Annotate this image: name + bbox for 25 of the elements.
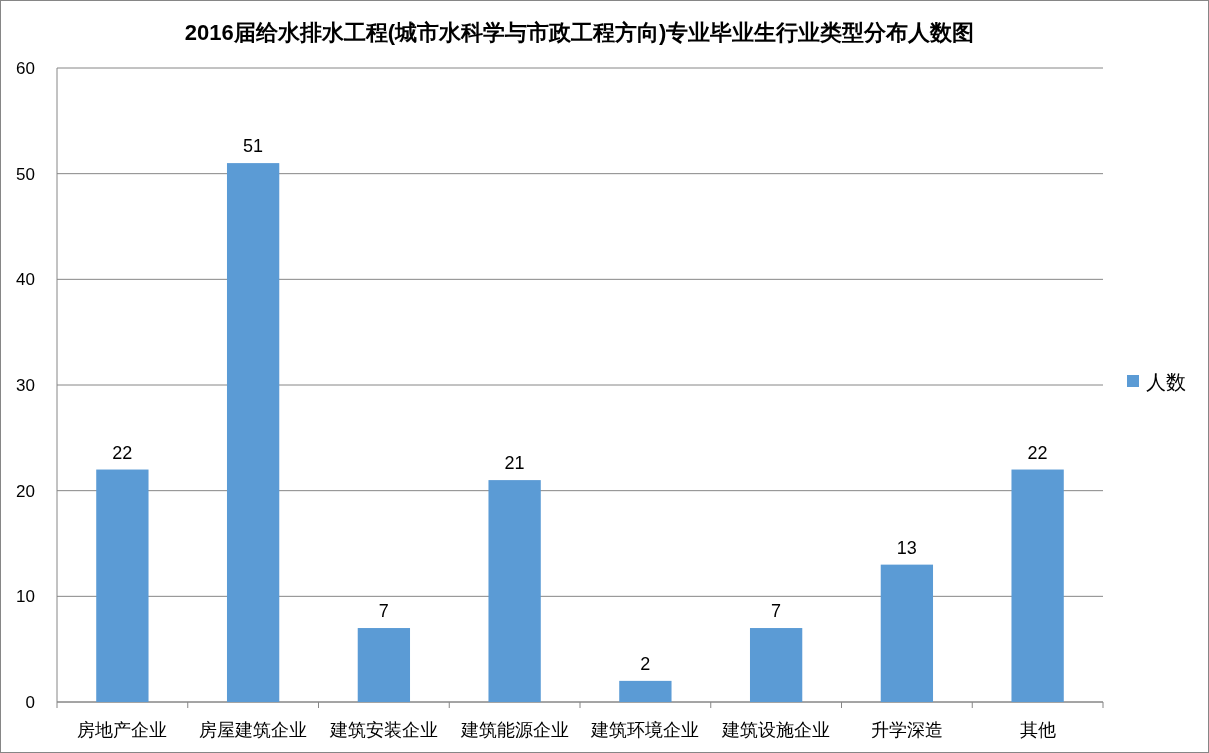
xtick: 升学深造 [870, 720, 943, 740]
ytick: 40 [16, 270, 35, 290]
legend-label: 人数 [1146, 371, 1186, 393]
data-label: 2 [640, 653, 651, 674]
xtick: 房地产企业 [77, 720, 168, 740]
xtick: 建筑设施企业 [722, 720, 831, 740]
xtick: 建筑安装企业 [329, 720, 438, 740]
ytick: 20 [16, 481, 35, 501]
xtick: 建筑能源企业 [460, 720, 569, 740]
data-label: 51 [243, 136, 264, 157]
ytick: 60 [16, 59, 35, 78]
ytick: 30 [16, 376, 35, 395]
xtick: 房屋建筑企业 [199, 720, 308, 740]
data-label: 21 [504, 453, 525, 474]
data-label: 13 [896, 537, 917, 558]
data-label: 22 [112, 442, 133, 463]
title: 2016届给水排水工程(城市水科学与市政工程方向)专业毕业生行业类型分布人数图 [184, 20, 975, 45]
data-label: 7 [771, 601, 782, 622]
xtick: 其他 [1019, 720, 1056, 740]
data-label: 22 [1027, 442, 1048, 463]
ytick: 10 [16, 587, 35, 607]
ytick: 50 [16, 164, 35, 184]
xtick: 建筑环境企业 [591, 720, 700, 740]
ytick: 0 [25, 693, 35, 712]
data-label: 7 [378, 601, 389, 622]
